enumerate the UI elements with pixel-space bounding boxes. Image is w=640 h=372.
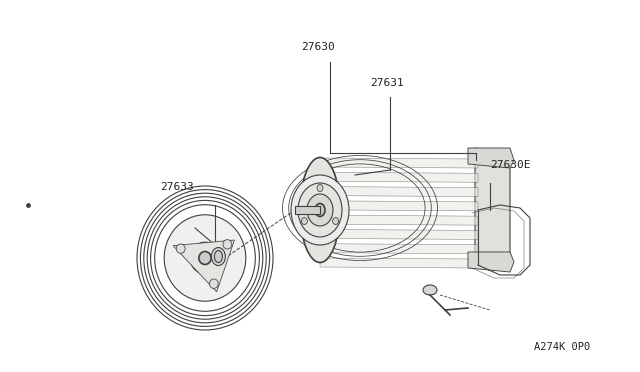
Ellipse shape bbox=[315, 203, 325, 217]
Polygon shape bbox=[468, 148, 514, 168]
Polygon shape bbox=[173, 240, 234, 292]
Text: 27630: 27630 bbox=[301, 42, 335, 52]
Polygon shape bbox=[320, 230, 478, 240]
Polygon shape bbox=[320, 187, 478, 196]
Ellipse shape bbox=[298, 183, 342, 237]
Ellipse shape bbox=[199, 251, 211, 264]
Text: 27631: 27631 bbox=[370, 78, 404, 88]
Polygon shape bbox=[468, 252, 514, 272]
Ellipse shape bbox=[300, 157, 340, 263]
Text: 27633: 27633 bbox=[160, 182, 194, 192]
Ellipse shape bbox=[211, 247, 225, 266]
Ellipse shape bbox=[423, 285, 437, 295]
Ellipse shape bbox=[307, 194, 333, 226]
Ellipse shape bbox=[301, 218, 307, 224]
Polygon shape bbox=[295, 206, 320, 214]
Ellipse shape bbox=[291, 175, 349, 245]
Ellipse shape bbox=[176, 244, 185, 253]
Polygon shape bbox=[320, 172, 478, 182]
Ellipse shape bbox=[214, 251, 223, 263]
Polygon shape bbox=[320, 158, 478, 168]
Ellipse shape bbox=[333, 218, 339, 224]
Text: A274K 0P0: A274K 0P0 bbox=[534, 342, 590, 352]
Polygon shape bbox=[475, 148, 510, 268]
Polygon shape bbox=[320, 244, 478, 254]
Ellipse shape bbox=[190, 242, 220, 274]
Ellipse shape bbox=[164, 215, 246, 301]
Ellipse shape bbox=[223, 240, 232, 249]
Polygon shape bbox=[320, 215, 478, 225]
Ellipse shape bbox=[209, 279, 218, 288]
Text: 27630E: 27630E bbox=[490, 160, 531, 170]
Polygon shape bbox=[320, 258, 478, 268]
Polygon shape bbox=[320, 201, 478, 211]
Ellipse shape bbox=[317, 185, 323, 192]
